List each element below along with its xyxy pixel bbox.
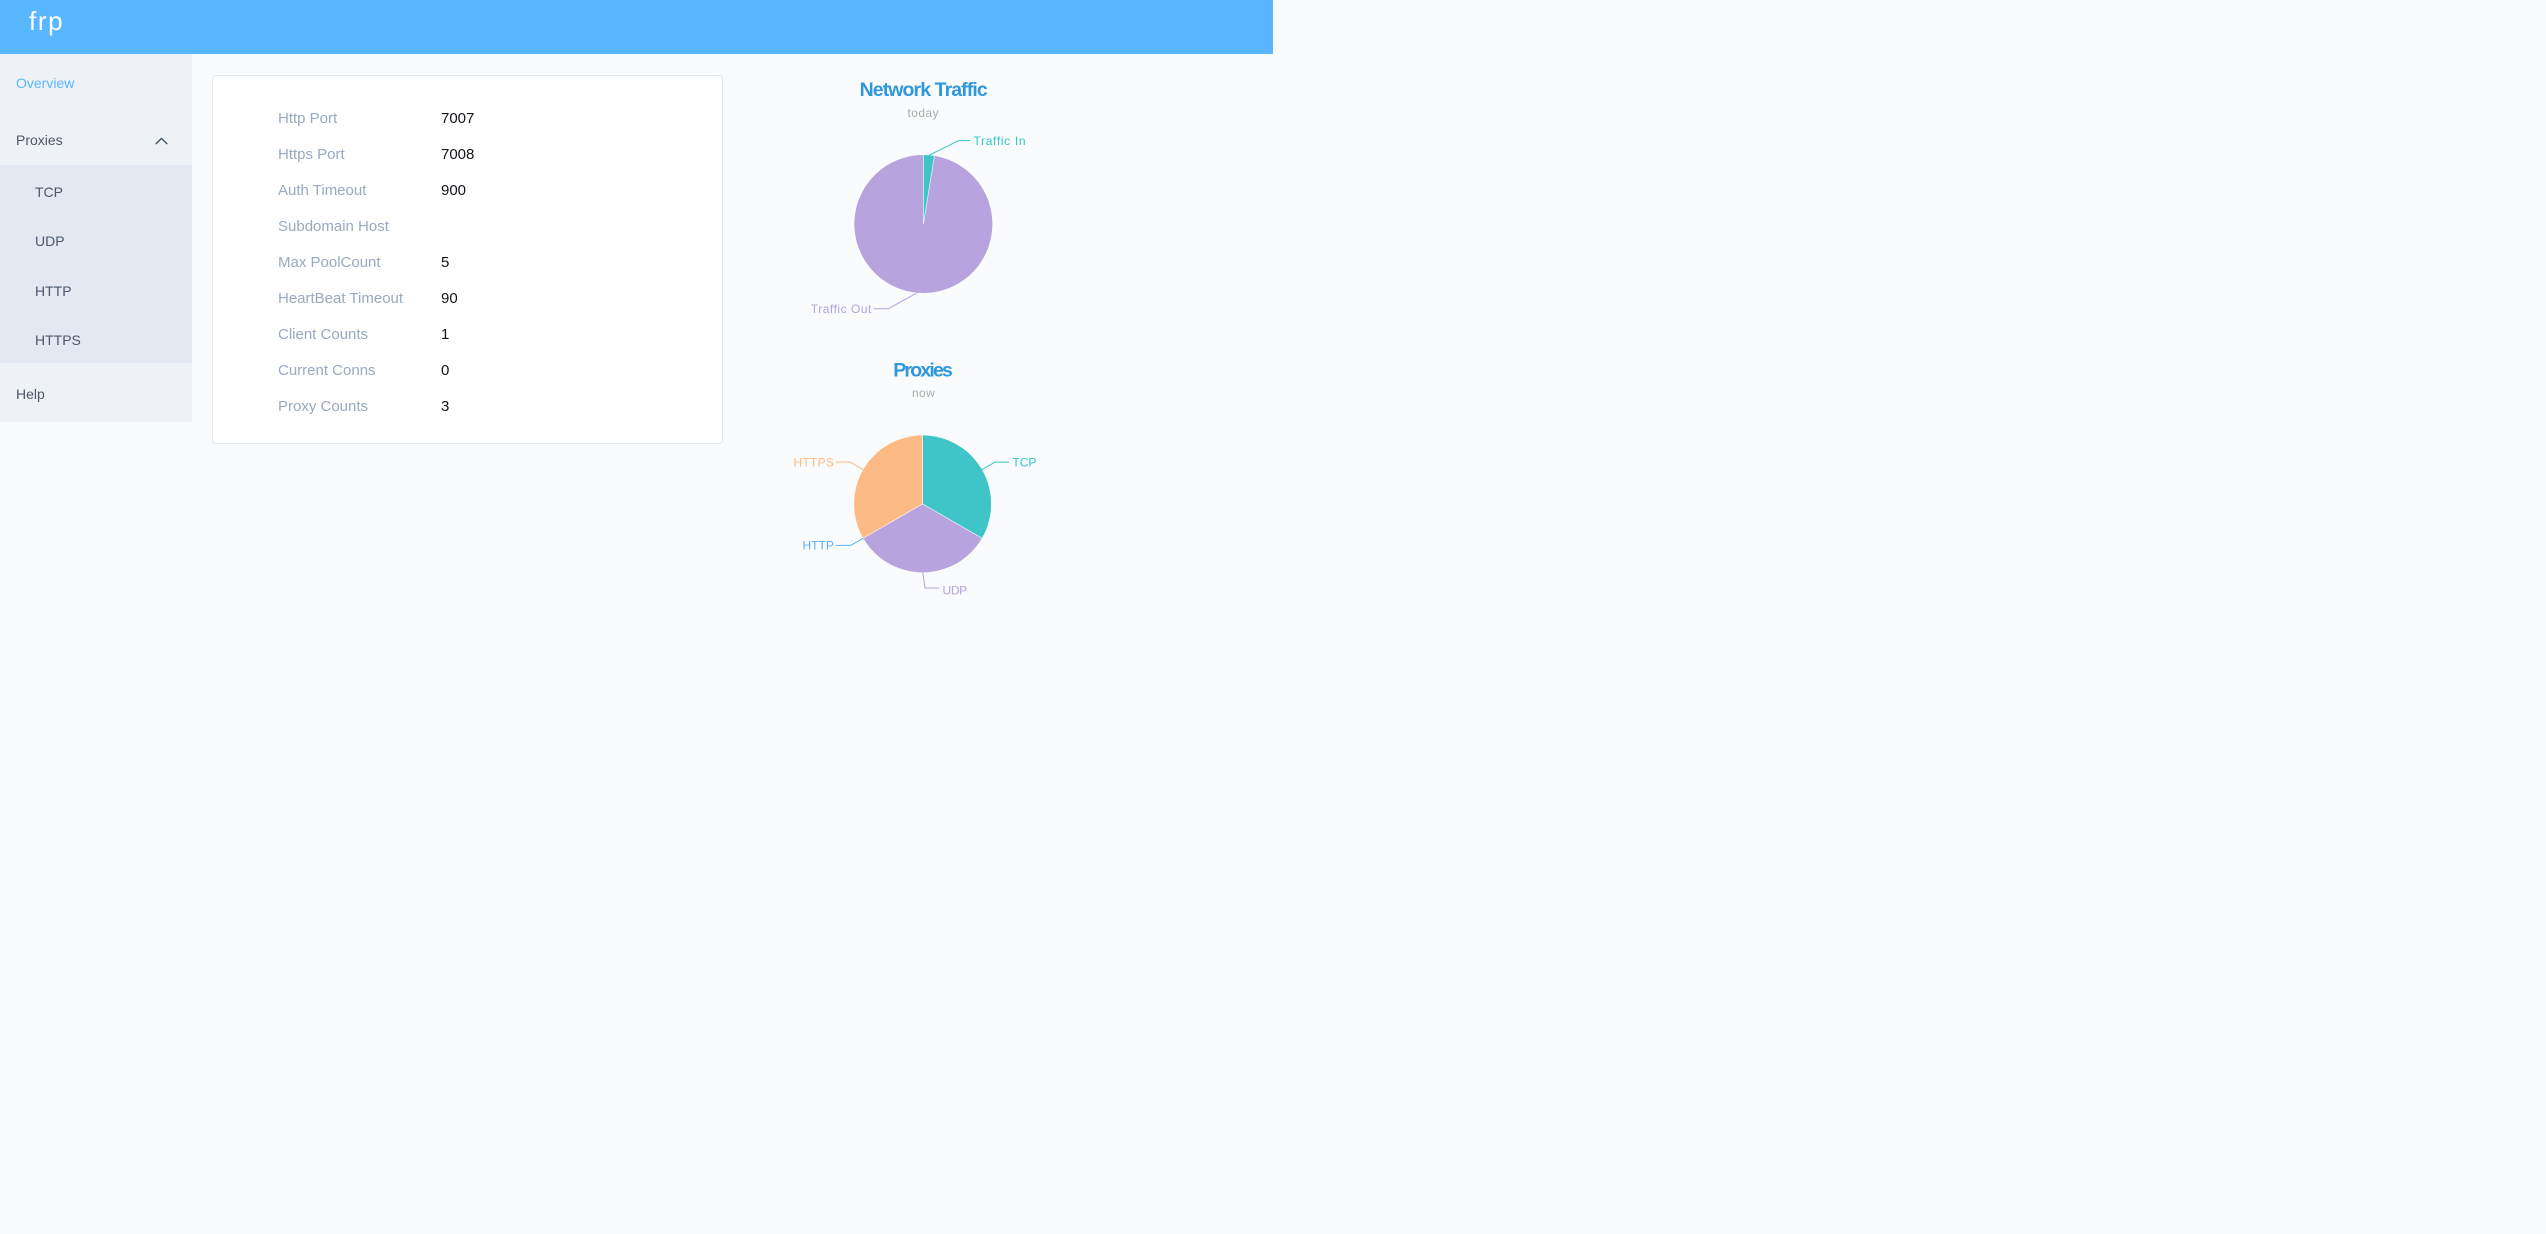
svg-text:HTTP: HTTP — [803, 539, 834, 553]
svg-text:Proxies: Proxies — [893, 359, 953, 381]
svg-text:TCP: TCP — [1012, 456, 1036, 470]
svg-text:Traffic Out: Traffic Out — [811, 302, 872, 316]
svg-text:HTTPS: HTTPS — [794, 456, 834, 470]
svg-text:now: now — [912, 386, 935, 400]
svg-text:Network Traffic: Network Traffic — [860, 79, 988, 101]
svg-text:Traffic In: Traffic In — [974, 134, 1026, 148]
svg-text:today: today — [908, 106, 939, 120]
svg-text:UDP: UDP — [943, 583, 968, 597]
